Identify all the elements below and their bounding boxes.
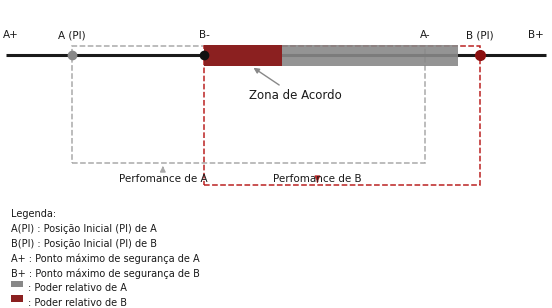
Bar bbox=[204, 45, 282, 66]
Text: Zona de Acordo: Zona de Acordo bbox=[249, 69, 342, 102]
Text: B-: B- bbox=[199, 30, 210, 40]
Bar bbox=[204, 46, 480, 185]
Text: B+ : Ponto máximo de segurança de B: B+ : Ponto máximo de segurança de B bbox=[11, 269, 200, 279]
Bar bbox=[204, 45, 458, 66]
Bar bbox=[11, 295, 23, 302]
Text: Perfomance de B: Perfomance de B bbox=[273, 174, 362, 184]
Text: : Poder relativo de A: : Poder relativo de A bbox=[28, 283, 126, 293]
Text: : Poder relativo de B: : Poder relativo de B bbox=[28, 298, 126, 308]
Text: Perfomance de A: Perfomance de A bbox=[119, 168, 207, 184]
Text: B+: B+ bbox=[528, 30, 543, 40]
Text: A(PI) : Posição Inicial (PI) de A: A(PI) : Posição Inicial (PI) de A bbox=[11, 224, 157, 234]
Text: A (PI): A (PI) bbox=[58, 30, 86, 40]
Text: B(PI) : Posição Inicial (PI) de B: B(PI) : Posição Inicial (PI) de B bbox=[11, 239, 157, 249]
Text: B (PI): B (PI) bbox=[466, 30, 494, 40]
Bar bbox=[11, 281, 23, 287]
Text: A+ : Ponto máximo de segurança de A: A+ : Ponto máximo de segurança de A bbox=[11, 254, 200, 264]
Text: A+: A+ bbox=[3, 30, 19, 40]
Text: Legenda:: Legenda: bbox=[11, 209, 56, 219]
Text: A-: A- bbox=[420, 30, 431, 40]
Bar bbox=[72, 46, 425, 163]
